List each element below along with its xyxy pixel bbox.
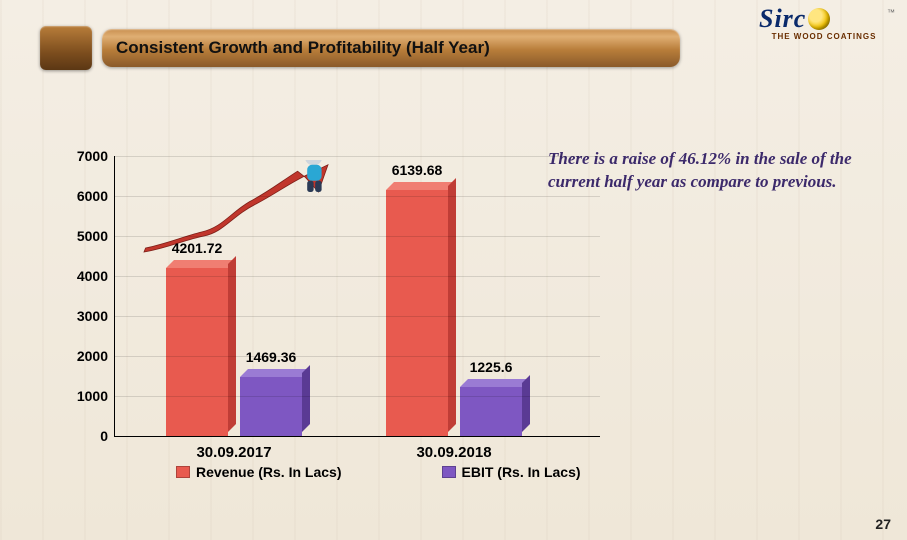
legend-label: EBIT (Rs. In Lacs) xyxy=(462,464,581,480)
bar-chart: 01000200030004000500060007000 4201.72146… xyxy=(60,156,600,476)
y-tick-label: 1000 xyxy=(77,388,108,404)
trademark-icon: ™ xyxy=(887,8,895,17)
legend-swatch-icon xyxy=(176,466,190,478)
plot-area: 4201.72 1469.36 6139.68 1225.6 xyxy=(114,156,600,436)
data-label: 4201.72 xyxy=(172,240,223,256)
legend-swatch-icon xyxy=(442,466,456,478)
gridline xyxy=(114,276,600,277)
y-tick-label: 0 xyxy=(100,428,108,444)
y-axis: 01000200030004000500060007000 xyxy=(60,156,114,436)
y-axis-line xyxy=(114,156,115,436)
brand-wordmark: Sirc xyxy=(759,4,889,34)
gridline xyxy=(114,316,600,317)
y-tick-label: 4000 xyxy=(77,268,108,284)
gridline xyxy=(114,356,600,357)
page-title: Consistent Growth and Profitability (Hal… xyxy=(116,38,490,58)
chart-bar xyxy=(460,387,522,436)
gridline xyxy=(114,156,600,157)
gridline xyxy=(114,196,600,197)
brand-tagline: THE WOOD COATINGS xyxy=(759,32,889,41)
brand-text-a: Sirc xyxy=(759,4,806,34)
x-axis-line xyxy=(114,436,600,437)
chart-bar xyxy=(386,190,448,436)
page-number: 27 xyxy=(875,516,891,532)
y-tick-label: 5000 xyxy=(77,228,108,244)
x-category-label: 30.09.2017 xyxy=(196,444,271,461)
chart-bar xyxy=(166,268,228,436)
brand-logo: Sirc THE WOOD COATINGS ™ xyxy=(759,4,889,44)
gridline xyxy=(114,236,600,237)
y-tick-label: 7000 xyxy=(77,148,108,164)
chart-bar xyxy=(240,377,302,436)
title-square-icon xyxy=(40,26,92,70)
brand-ball-icon xyxy=(808,8,830,30)
y-tick-label: 3000 xyxy=(77,308,108,324)
y-tick-label: 6000 xyxy=(77,188,108,204)
data-label: 1469.36 xyxy=(246,349,297,365)
legend-item: Revenue (Rs. In Lacs) xyxy=(176,464,342,480)
y-tick-label: 2000 xyxy=(77,348,108,364)
legend-item: EBIT (Rs. In Lacs) xyxy=(442,464,581,480)
title-bar: Consistent Growth and Profitability (Hal… xyxy=(40,26,680,70)
chart-legend: Revenue (Rs. In Lacs) EBIT (Rs. In Lacs) xyxy=(176,464,676,480)
title-plank: Consistent Growth and Profitability (Hal… xyxy=(102,29,680,67)
data-label: 6139.68 xyxy=(392,162,443,178)
x-category-label: 30.09.2018 xyxy=(416,444,491,461)
data-label: 1225.6 xyxy=(470,359,513,375)
legend-label: Revenue (Rs. In Lacs) xyxy=(196,464,342,480)
gridline xyxy=(114,396,600,397)
